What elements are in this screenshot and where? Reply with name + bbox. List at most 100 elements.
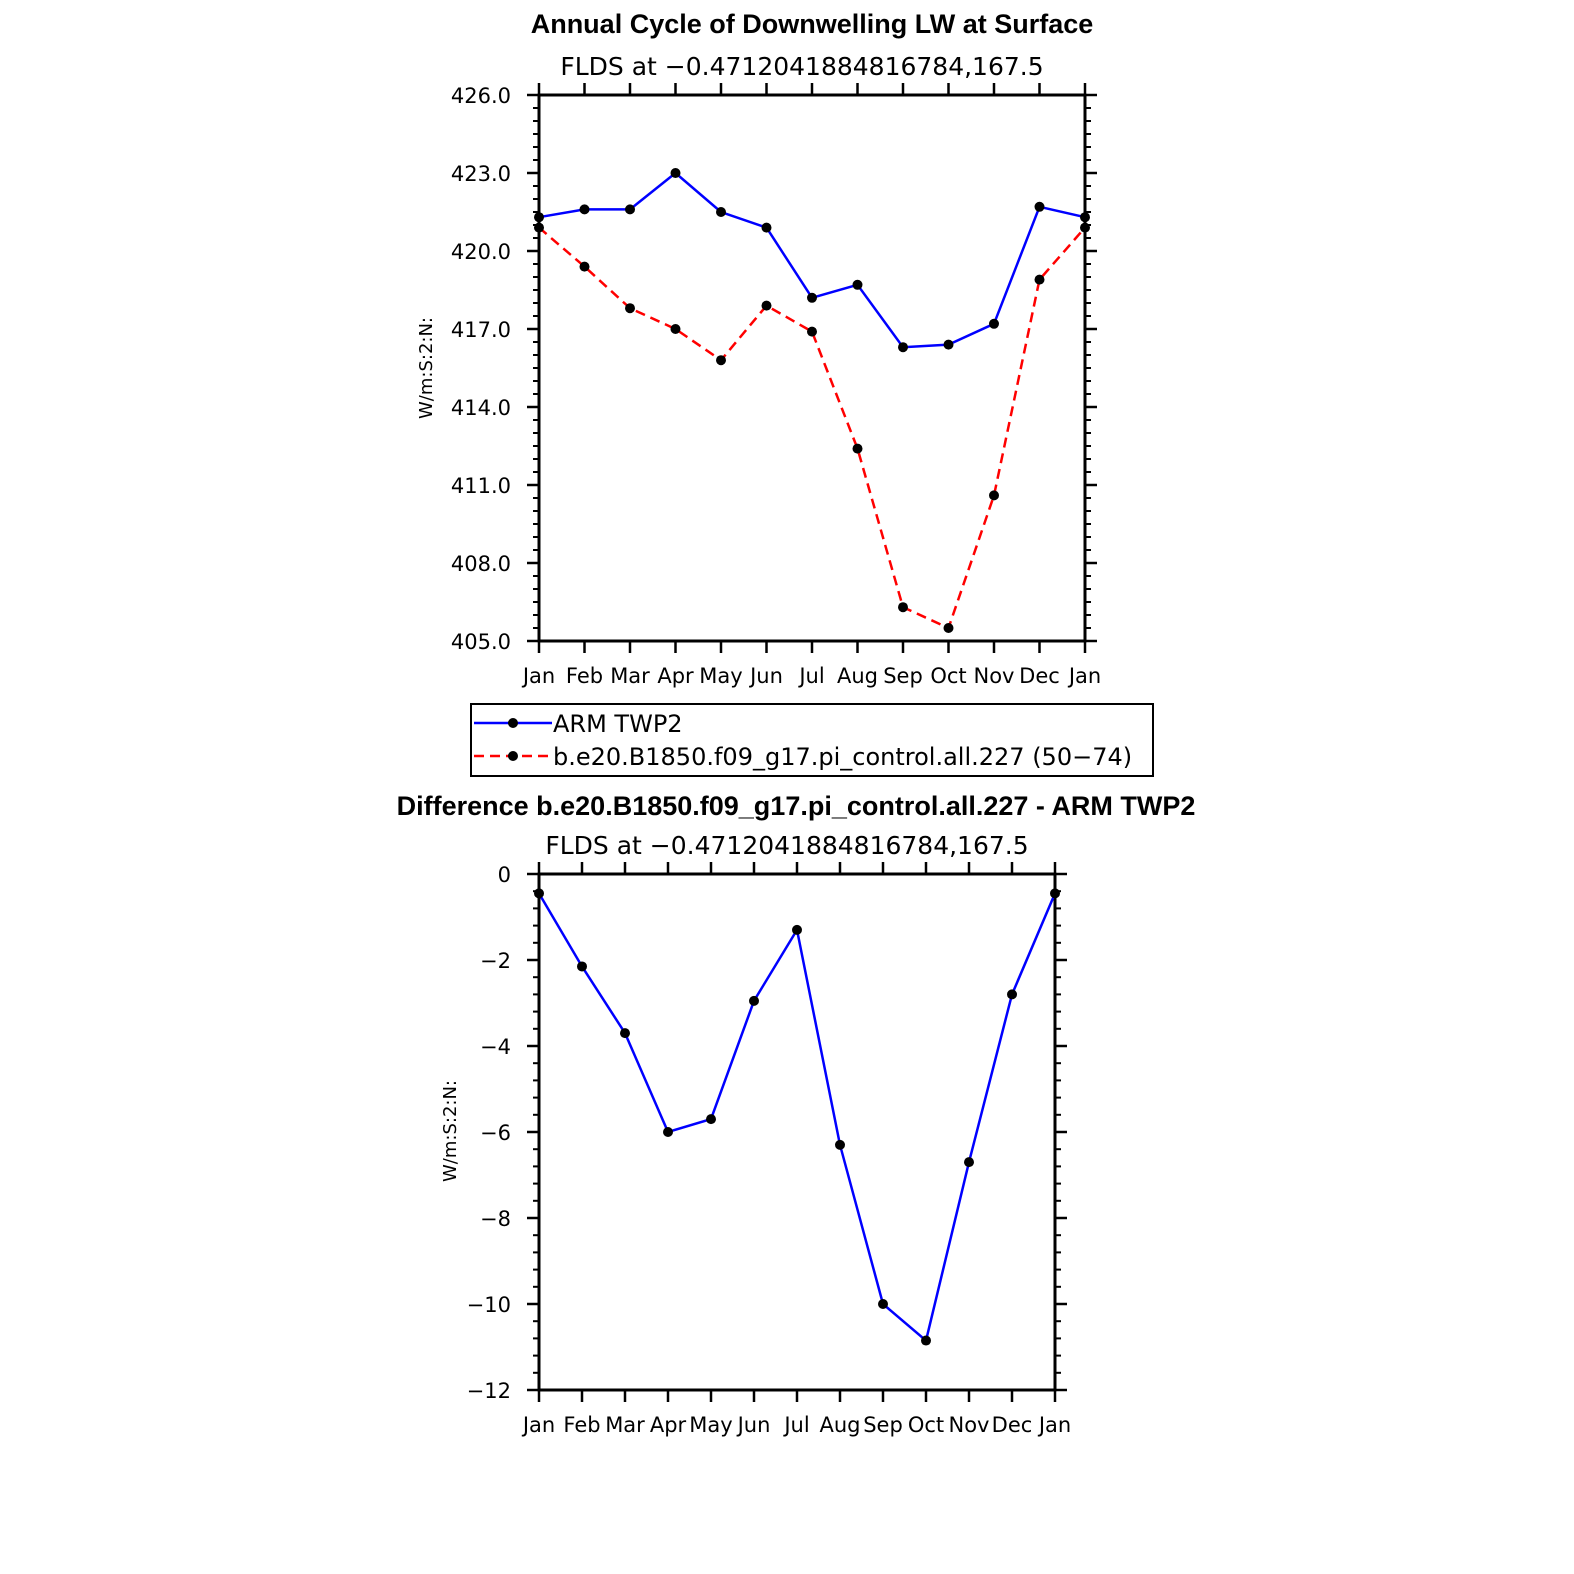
data-point xyxy=(921,1335,931,1346)
x-tick-label: Jan xyxy=(521,1413,555,1437)
x-tick-label: Nov xyxy=(974,664,1015,688)
data-point xyxy=(761,300,772,311)
x-tick-label: Oct xyxy=(908,1413,944,1437)
data-point xyxy=(1034,201,1045,212)
data-point xyxy=(807,326,817,337)
y-tick-label: 411.0 xyxy=(451,474,511,498)
series-group xyxy=(534,168,1090,633)
data-point xyxy=(878,1299,888,1309)
data-point xyxy=(852,279,863,290)
y-axis-label: W/m:S:2:N: xyxy=(416,317,437,419)
axis-ticks xyxy=(527,862,1067,1402)
x-tick-labels: Jan Feb Mar Apr May Jun Jul Aug Sep Oct Nov Dec Jan xyxy=(521,1413,1071,1437)
data-point xyxy=(964,1157,974,1168)
y-tick-labels: −12 −10 −8 −6 −4 −2 0 xyxy=(467,863,511,1403)
x-tick-label: Oct xyxy=(930,664,966,688)
data-point xyxy=(1080,222,1090,233)
data-point xyxy=(706,1114,716,1125)
data-point xyxy=(835,1139,845,1150)
y-tick-label: 426.0 xyxy=(451,84,511,108)
x-tick-label: Jan xyxy=(521,664,555,688)
data-point xyxy=(943,623,954,633)
data-point xyxy=(625,204,635,215)
data-point xyxy=(749,995,759,1006)
annual-cycle-chart: Annual Cycle of Downwelling LW at Surfac… xyxy=(416,9,1154,777)
data-point xyxy=(716,355,726,366)
data-point xyxy=(663,1127,673,1137)
x-tick-label: May xyxy=(699,664,742,688)
y-tick-label: 420.0 xyxy=(451,240,511,264)
data-point xyxy=(577,961,587,972)
x-tick-label: Apr xyxy=(657,664,694,688)
data-point xyxy=(670,324,681,334)
x-tick-label: Jul xyxy=(797,664,824,688)
data-point xyxy=(534,212,544,223)
data-point xyxy=(625,303,635,314)
data-point xyxy=(898,602,908,613)
y-tick-label: 417.0 xyxy=(451,318,511,342)
series-line-0 xyxy=(538,171,1086,349)
chart-subtitle: FLDS at −0.4712041884816784,167.5 xyxy=(560,52,1043,81)
x-tick-label: Dec xyxy=(992,1413,1033,1437)
legend: ARM TWP2 b.e20.B1850.f09_g17.pi_control.… xyxy=(470,703,1154,777)
legend-marker-model xyxy=(508,751,518,761)
x-tick-label: Feb xyxy=(566,664,603,688)
x-tick-labels: Jan Feb Mar Apr May Jun Jul Aug Sep Oct Nov Dec Jan xyxy=(521,664,1101,688)
data-point xyxy=(1080,212,1090,223)
data-point xyxy=(670,168,681,178)
plot-frame xyxy=(537,93,1087,643)
y-tick-label: 414.0 xyxy=(451,396,511,420)
data-point xyxy=(898,342,908,353)
y-tick-label: −2 xyxy=(480,949,511,973)
y-tick-label: 423.0 xyxy=(451,162,511,186)
chart-subtitle: FLDS at −0.4712041884816784,167.5 xyxy=(545,831,1028,860)
x-tick-label: Mar xyxy=(610,664,650,688)
data-point xyxy=(1050,888,1060,899)
x-tick-label: Aug xyxy=(819,1413,860,1437)
data-point xyxy=(792,924,802,935)
series-line-0 xyxy=(537,892,1057,1343)
y-tick-label: 408.0 xyxy=(451,552,511,576)
data-point xyxy=(620,1028,630,1039)
x-tick-label: May xyxy=(689,1413,732,1437)
y-tick-label: −6 xyxy=(480,1121,511,1145)
x-tick-label: Jan xyxy=(1067,664,1101,688)
data-point xyxy=(807,292,817,303)
data-point xyxy=(534,888,544,899)
x-tick-label: Mar xyxy=(605,1413,645,1437)
data-point xyxy=(534,222,544,233)
data-point xyxy=(579,204,590,215)
y-tick-labels: 405.0 408.0 411.0 414.0 417.0 420.0 423.0 426.0 xyxy=(451,84,511,654)
legend-marker-arm xyxy=(508,718,518,728)
data-point xyxy=(579,261,590,272)
y-tick-label: −12 xyxy=(467,1379,511,1403)
x-tick-label: Dec xyxy=(1019,664,1060,688)
series-group xyxy=(534,888,1060,1346)
data-point xyxy=(989,490,999,501)
chart-title: Difference b.e20.B1850.f09_g17.pi_contro… xyxy=(397,791,1196,821)
y-tick-label: 0 xyxy=(498,863,511,887)
legend-label-model: b.e20.B1850.f09_g17.pi_control.all.227 (… xyxy=(553,743,1132,771)
y-axis-label: W/m:S:2:N: xyxy=(440,1080,461,1182)
legend-label-arm: ARM TWP2 xyxy=(553,710,683,738)
y-tick-label: −10 xyxy=(467,1293,511,1317)
data-point xyxy=(761,222,772,233)
difference-chart: Difference b.e20.B1850.f09_g17.pi_contro… xyxy=(397,791,1196,1437)
x-tick-label: Jan xyxy=(1037,1413,1071,1437)
y-tick-label: −4 xyxy=(480,1035,511,1059)
x-tick-label: Apr xyxy=(650,1413,687,1437)
axis-ticks xyxy=(527,83,1097,653)
x-tick-label: Jul xyxy=(782,1413,809,1437)
x-tick-label: Feb xyxy=(563,1413,600,1437)
x-tick-label: Jun xyxy=(736,1413,771,1437)
x-tick-label: Nov xyxy=(949,1413,990,1437)
x-tick-label: Sep xyxy=(863,1413,903,1437)
x-tick-label: Aug xyxy=(837,664,878,688)
data-point xyxy=(716,207,726,217)
data-point xyxy=(1034,274,1045,285)
y-tick-label: 405.0 xyxy=(451,630,511,654)
legend-box xyxy=(470,703,1154,777)
y-tick-label: −8 xyxy=(480,1207,511,1231)
data-point xyxy=(943,339,954,350)
